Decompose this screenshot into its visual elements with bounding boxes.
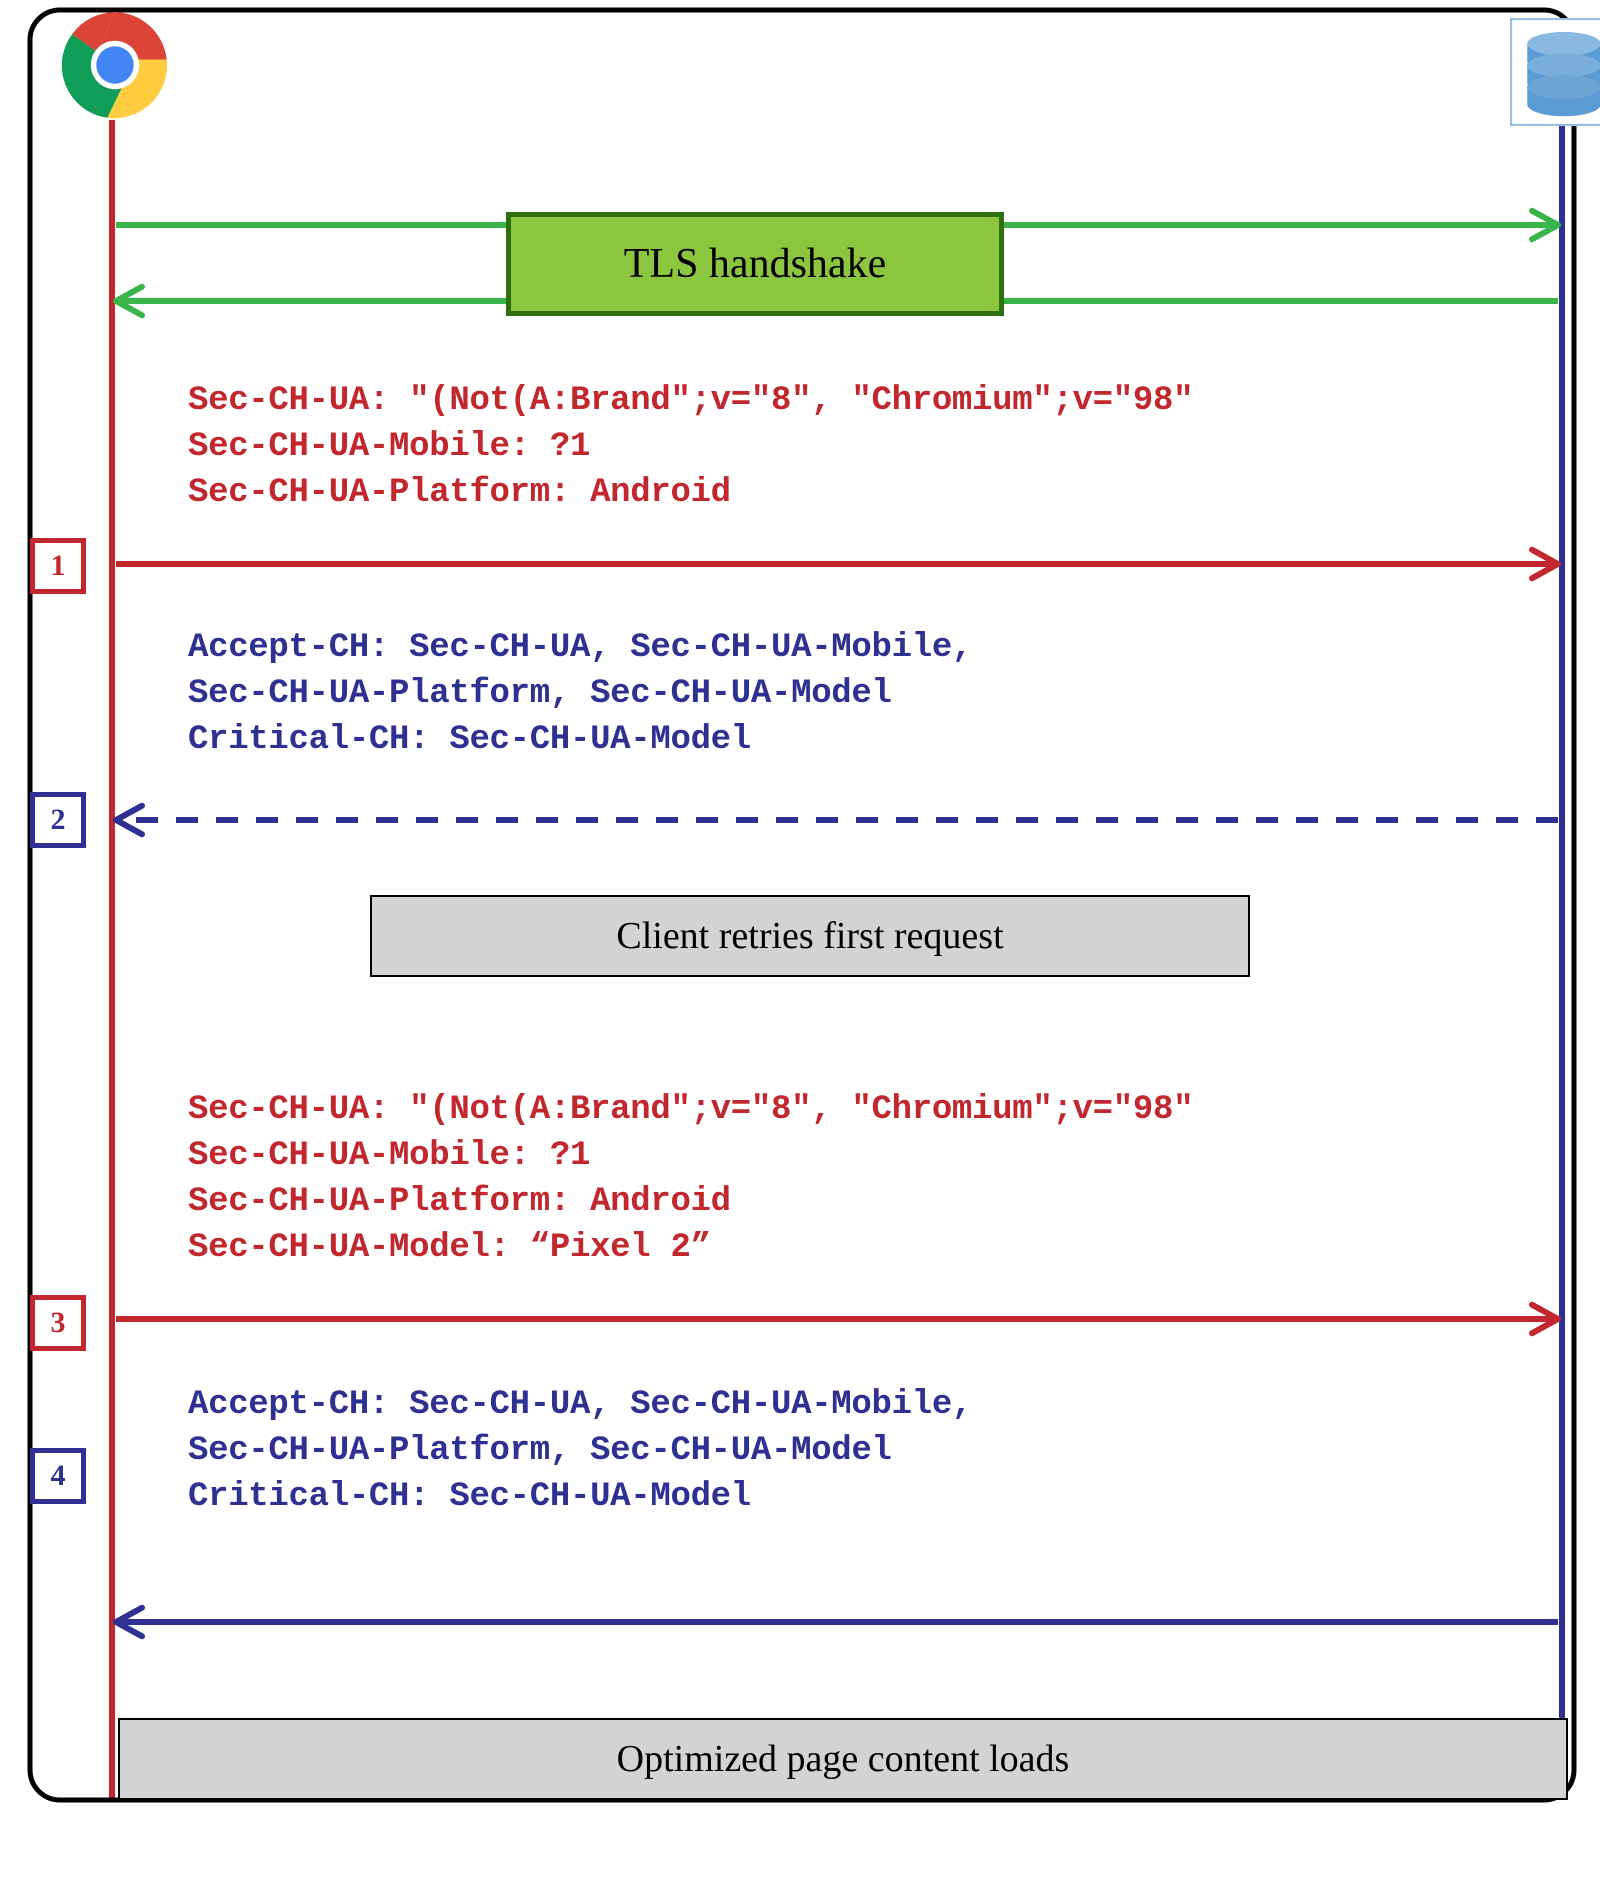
headers-block-1: Sec-CH-UA: "(Not(A:Brand";v="8", "Chromi… bbox=[188, 379, 1193, 517]
tls-handshake-box: TLS handshake bbox=[506, 212, 1004, 316]
step-marker-2: 2 bbox=[30, 792, 86, 848]
client-lifeline bbox=[109, 120, 115, 1800]
server-database-icon bbox=[1510, 18, 1600, 126]
tls-handshake-label: TLS handshake bbox=[624, 240, 886, 288]
server-lifeline bbox=[1559, 120, 1565, 1800]
step-marker-4: 4 bbox=[30, 1448, 86, 1504]
headers-block-4: Accept-CH: Sec-CH-UA, Sec-CH-UA-Mobile, … bbox=[188, 1383, 972, 1521]
note-box-1: Client retries first request bbox=[370, 895, 1250, 977]
sequence-diagram: TLS handshake 1 2 3 4 Sec-CH-UA: "(Not(A:Br… bbox=[0, 0, 1600, 1877]
headers-block-3: Sec-CH-UA: "(Not(A:Brand";v="8", "Chromi… bbox=[188, 1088, 1193, 1272]
note-box-2: Optimized page content loads bbox=[118, 1718, 1568, 1800]
step-marker-1: 1 bbox=[30, 538, 86, 594]
chrome-browser-icon bbox=[60, 10, 170, 120]
headers-block-2: Accept-CH: Sec-CH-UA, Sec-CH-UA-Mobile, … bbox=[188, 626, 972, 764]
step-marker-3: 3 bbox=[30, 1295, 86, 1351]
